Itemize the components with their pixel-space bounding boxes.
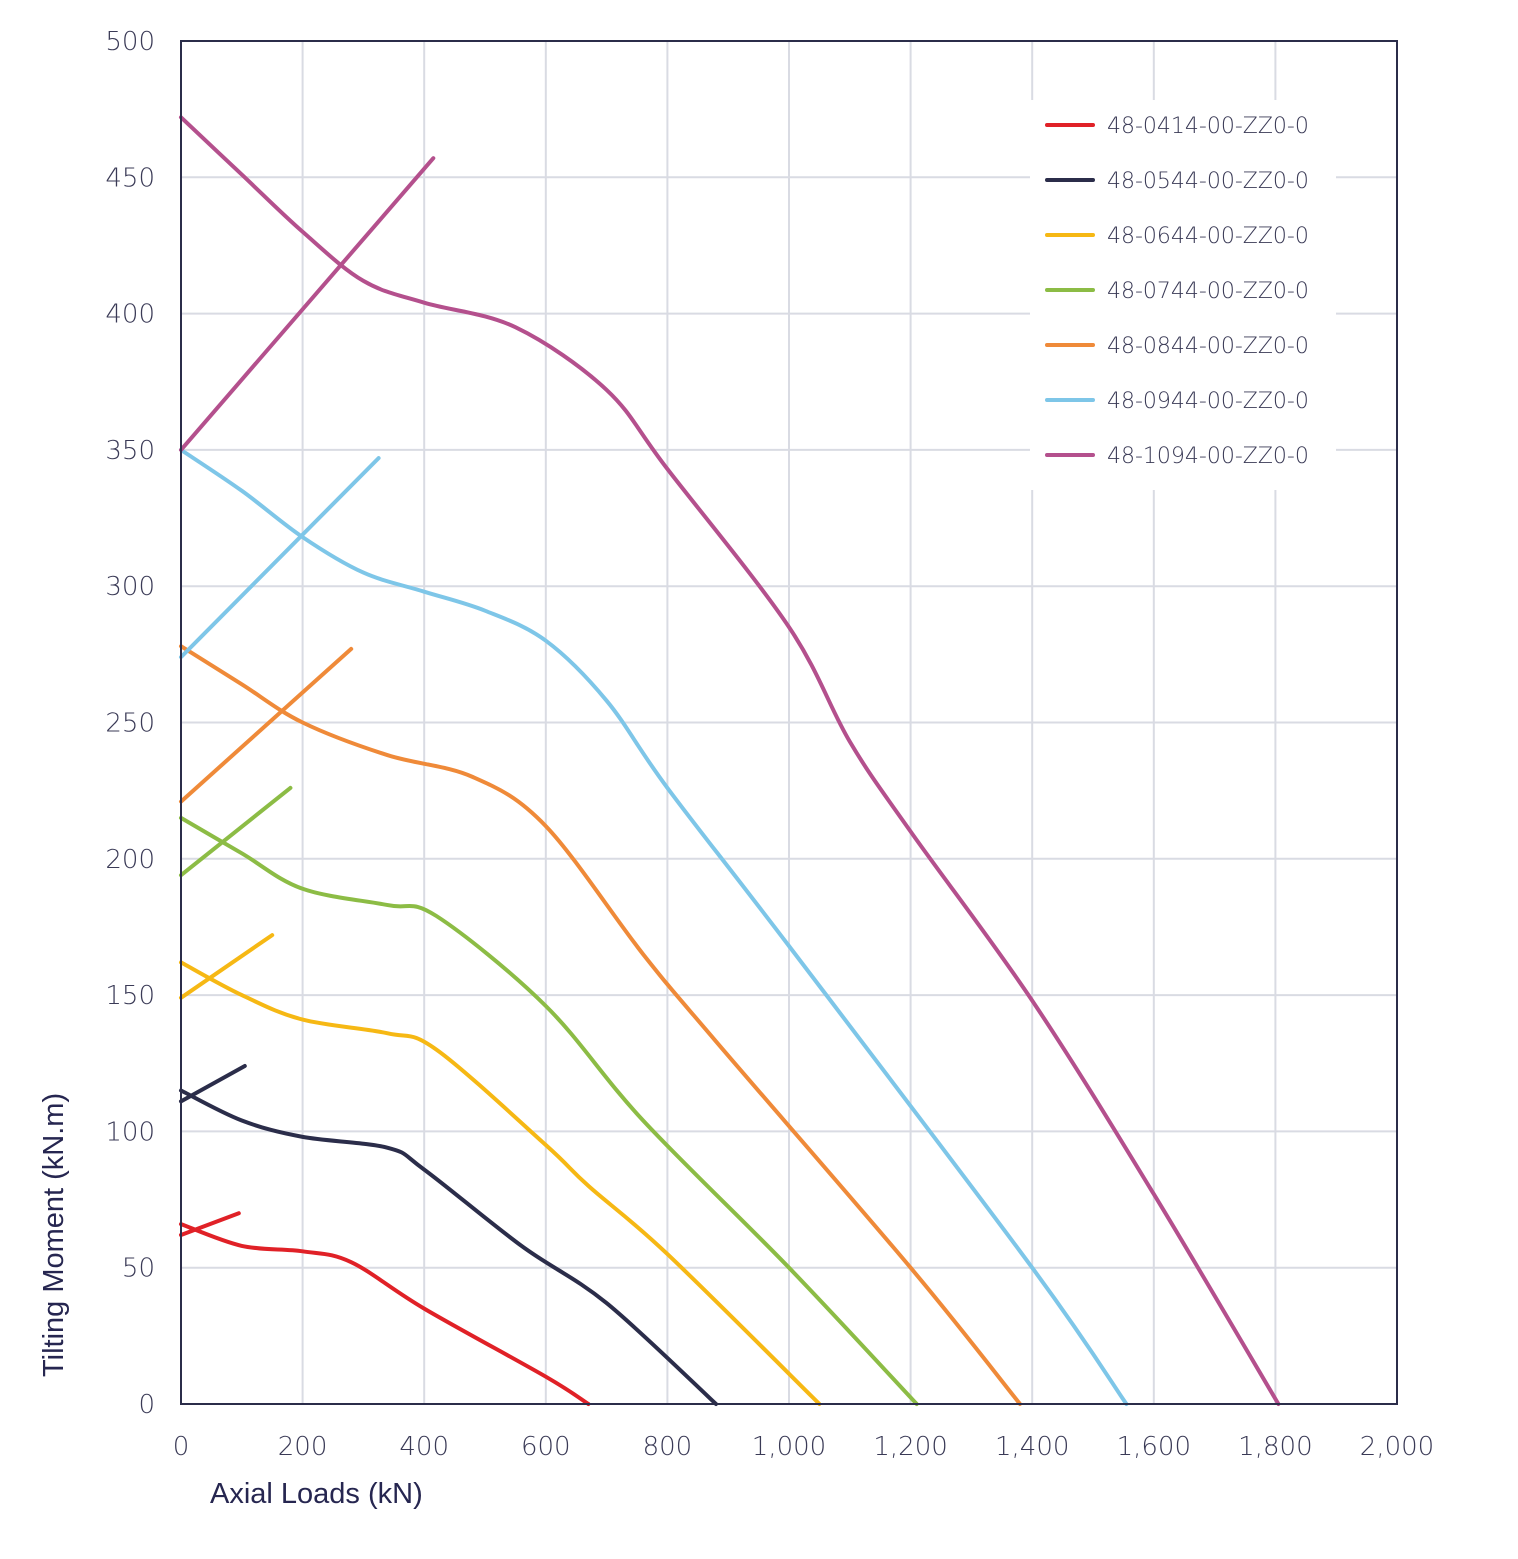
y-tick-label: 250 (105, 709, 155, 739)
y-tick-label: 200 (105, 845, 155, 875)
series-line-48-1094-00-ZZ0-0 (179, 115, 1281, 1406)
x-tick-label: 1,200 (873, 1432, 947, 1462)
legend-label: 48-0544-00-ZZ0-0 (1107, 169, 1309, 194)
legend-box (1030, 100, 1336, 490)
legend-label: 48-0744-00-ZZ0-0 (1107, 279, 1309, 304)
legend: 48-0414-00-ZZ0-0 48-0544-00-ZZ0-0 48-0644-… (1030, 100, 1336, 490)
series-secondary-line-48-0844-00-ZZ0-0 (179, 646, 354, 804)
y-tick-label: 500 (105, 27, 155, 57)
legend-label: 48-0844-00-ZZ0-0 (1107, 334, 1309, 359)
plot-frame (180, 40, 1398, 1405)
y-axis-title: Tilting Moment (kN.m) (38, 1093, 70, 1377)
legend-label: 48-0644-00-ZZ0-0 (1107, 224, 1309, 249)
x-tick-label: 1,600 (1117, 1432, 1191, 1462)
series-secondary-line-48-1094-00-ZZ0-0 (179, 156, 436, 452)
y-tick-label: 450 (105, 163, 155, 193)
series-lines (179, 115, 1281, 1406)
series-secondary-line-48-0744-00-ZZ0-0 (179, 785, 293, 878)
y-tick-label: 400 (105, 300, 155, 330)
series-line-48-0944-00-ZZ0-0 (179, 447, 1129, 1406)
series-line-48-0544-00-ZZ0-0 (179, 1088, 718, 1406)
y-tick-label: 100 (105, 1117, 155, 1147)
y-tick-label: 350 (105, 436, 155, 466)
x-tick-label: 400 (399, 1432, 449, 1462)
y-tick-label: 50 (122, 1254, 155, 1284)
x-axis-title: Axial Loads (kN) (210, 1478, 423, 1510)
y-tick-label: 0 (138, 1390, 155, 1420)
series-line-48-0844-00-ZZ0-0 (179, 644, 1022, 1406)
series-secondary-line-48-0414-00-ZZ0-0 (179, 1211, 241, 1237)
series-line-48-0744-00-ZZ0-0 (179, 815, 919, 1406)
x-tick-label: 600 (521, 1432, 571, 1462)
y-tick-labels: 0 50 100 150 200 250 300 350 400 450 500 (105, 27, 155, 1420)
series-secondary-line-48-0644-00-ZZ0-0 (179, 933, 275, 1000)
y-tick-label: 150 (105, 981, 155, 1011)
y-tick-label: 300 (105, 572, 155, 602)
series-line-48-0644-00-ZZ0-0 (179, 960, 822, 1406)
x-tick-label: 1,800 (1238, 1432, 1312, 1462)
x-tick-labels: 0 200 400 600 800 1,000 1,200 1,400 1,600 1,800 2,… (173, 1432, 1434, 1462)
x-tick-label: 200 (278, 1432, 328, 1462)
legend-label: 48-1094-00-ZZ0-0 (1107, 444, 1309, 469)
legend-label: 48-0414-00-ZZ0-0 (1107, 114, 1309, 139)
legend-label: 48-0944-00-ZZ0-0 (1107, 389, 1309, 414)
series-secondary-line-48-0544-00-ZZ0-0 (179, 1064, 247, 1104)
x-tick-label: 0 (173, 1432, 190, 1462)
x-tick-label: 800 (643, 1432, 693, 1462)
x-tick-label: 1,000 (752, 1432, 826, 1462)
series-secondary-line-48-0944-00-ZZ0-0 (179, 456, 381, 660)
x-tick-label: 1,400 (995, 1432, 1069, 1462)
series-line-48-0414-00-ZZ0-0 (179, 1222, 591, 1406)
x-tick-label: 2,000 (1360, 1432, 1434, 1462)
